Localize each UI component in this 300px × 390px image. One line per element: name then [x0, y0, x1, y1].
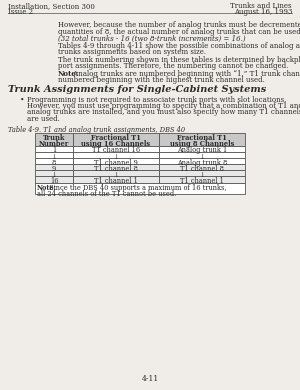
Text: Fractional T1: Fractional T1	[177, 134, 227, 142]
Bar	[35, 164, 73, 170]
Text: Note:: Note:	[58, 70, 80, 78]
Bar	[159, 145, 245, 152]
Bar	[73, 164, 159, 170]
Text: using 8 Channels: using 8 Channels	[170, 140, 234, 148]
Text: Installation, Section 300: Installation, Section 300	[8, 2, 95, 10]
Text: T1 channel 1: T1 channel 1	[180, 177, 224, 186]
Bar	[73, 158, 159, 164]
Text: Since the DBS 40 supports a maximum of 16 trunks,: Since the DBS 40 supports a maximum of 1…	[47, 184, 226, 192]
Text: Issue 2: Issue 2	[8, 8, 33, 16]
Text: Programming is not required to associate trunk ports with slot locations.: Programming is not required to associate…	[27, 96, 286, 103]
Text: T1 channel 1: T1 channel 1	[94, 177, 138, 186]
Bar	[159, 152, 245, 158]
Text: ↓: ↓	[199, 171, 205, 179]
Bar	[35, 170, 73, 177]
Text: Fractional T1: Fractional T1	[91, 134, 141, 142]
Bar	[73, 170, 159, 177]
Text: Note:: Note:	[37, 184, 57, 192]
Bar	[35, 145, 73, 152]
Text: 4-11: 4-11	[141, 375, 159, 383]
Text: ↓: ↓	[51, 171, 57, 179]
Text: Analog trunk 1: Analog trunk 1	[177, 147, 227, 154]
Bar	[73, 145, 159, 152]
Text: However, you must use programming to specify that a combination of T1 and: However, you must use programming to spe…	[27, 102, 300, 110]
Text: all 24 channels of the T1 cannot be used.: all 24 channels of the T1 cannot be used…	[37, 190, 176, 198]
Bar	[35, 183, 245, 194]
Text: 16: 16	[50, 177, 58, 186]
Text: ↓: ↓	[113, 153, 119, 161]
Bar	[73, 177, 159, 183]
Text: numbered beginning with the highest trunk channel used.: numbered beginning with the highest trun…	[58, 76, 265, 85]
Text: Trunk Assignments for Single-Cabinet Systems: Trunk Assignments for Single-Cabinet Sys…	[8, 85, 266, 94]
Bar	[35, 152, 73, 158]
Bar	[159, 158, 245, 164]
Text: ↓: ↓	[199, 153, 205, 161]
Text: Analog trunks are numbered beginning with “1.” T1 trunk channels are: Analog trunks are numbered beginning wit…	[71, 70, 300, 78]
Text: 9: 9	[52, 165, 56, 173]
Text: analog trunks are installed, and you must also specify how many T1 channels: analog trunks are installed, and you mus…	[27, 108, 300, 117]
Text: port assignments. Therefore, the numbering cannot be changed.: port assignments. Therefore, the numberi…	[58, 62, 288, 71]
Text: (32 total trunks - 16 (two 8-trunk increments) = 16.): (32 total trunks - 16 (two 8-trunk incre…	[58, 35, 246, 43]
Text: T1 channel 8: T1 channel 8	[94, 165, 138, 173]
Text: Analog trunk 8: Analog trunk 8	[177, 159, 227, 167]
Bar	[159, 170, 245, 177]
Text: trunks assignments based on system size.: trunks assignments based on system size.	[58, 48, 206, 57]
Bar	[35, 177, 73, 183]
Text: T1 channel 16: T1 channel 16	[92, 147, 140, 154]
Text: 1: 1	[52, 147, 56, 154]
Bar	[73, 152, 159, 158]
Bar	[35, 133, 73, 145]
Bar	[73, 133, 159, 145]
Text: Trunks and Lines: Trunks and Lines	[230, 2, 292, 10]
Text: •: •	[20, 96, 25, 103]
Text: quantities of 8, the actual number of analog trunks that can be used is 16:: quantities of 8, the actual number of an…	[58, 28, 300, 35]
Text: are used.: are used.	[27, 115, 60, 123]
Bar	[35, 158, 73, 164]
Bar	[159, 133, 245, 145]
Text: Table 4-9. T1 and analog trunk assignments, DBS 40: Table 4-9. T1 and analog trunk assignmen…	[8, 126, 185, 133]
Text: Number: Number	[39, 140, 69, 148]
Text: T1 channel 9: T1 channel 9	[94, 159, 138, 167]
Text: ↓: ↓	[113, 171, 119, 179]
Bar	[159, 164, 245, 170]
Text: However, because the number of analog trunks must be decremented in: However, because the number of analog tr…	[58, 21, 300, 29]
Text: T1 channel 8: T1 channel 8	[180, 165, 224, 173]
Text: using 16 Channels: using 16 Channels	[81, 140, 151, 148]
Text: ↓: ↓	[51, 153, 57, 161]
Text: Tables 4-9 through 4-11 show the possible combinations of analog and digital: Tables 4-9 through 4-11 show the possibl…	[58, 42, 300, 50]
Text: The trunk numbering shown in these tables is determined by backplane trunk: The trunk numbering shown in these table…	[58, 56, 300, 64]
Text: 8: 8	[52, 159, 56, 167]
Text: Trunk: Trunk	[43, 134, 65, 142]
Text: August 16, 1993: August 16, 1993	[234, 8, 292, 16]
Bar	[159, 177, 245, 183]
